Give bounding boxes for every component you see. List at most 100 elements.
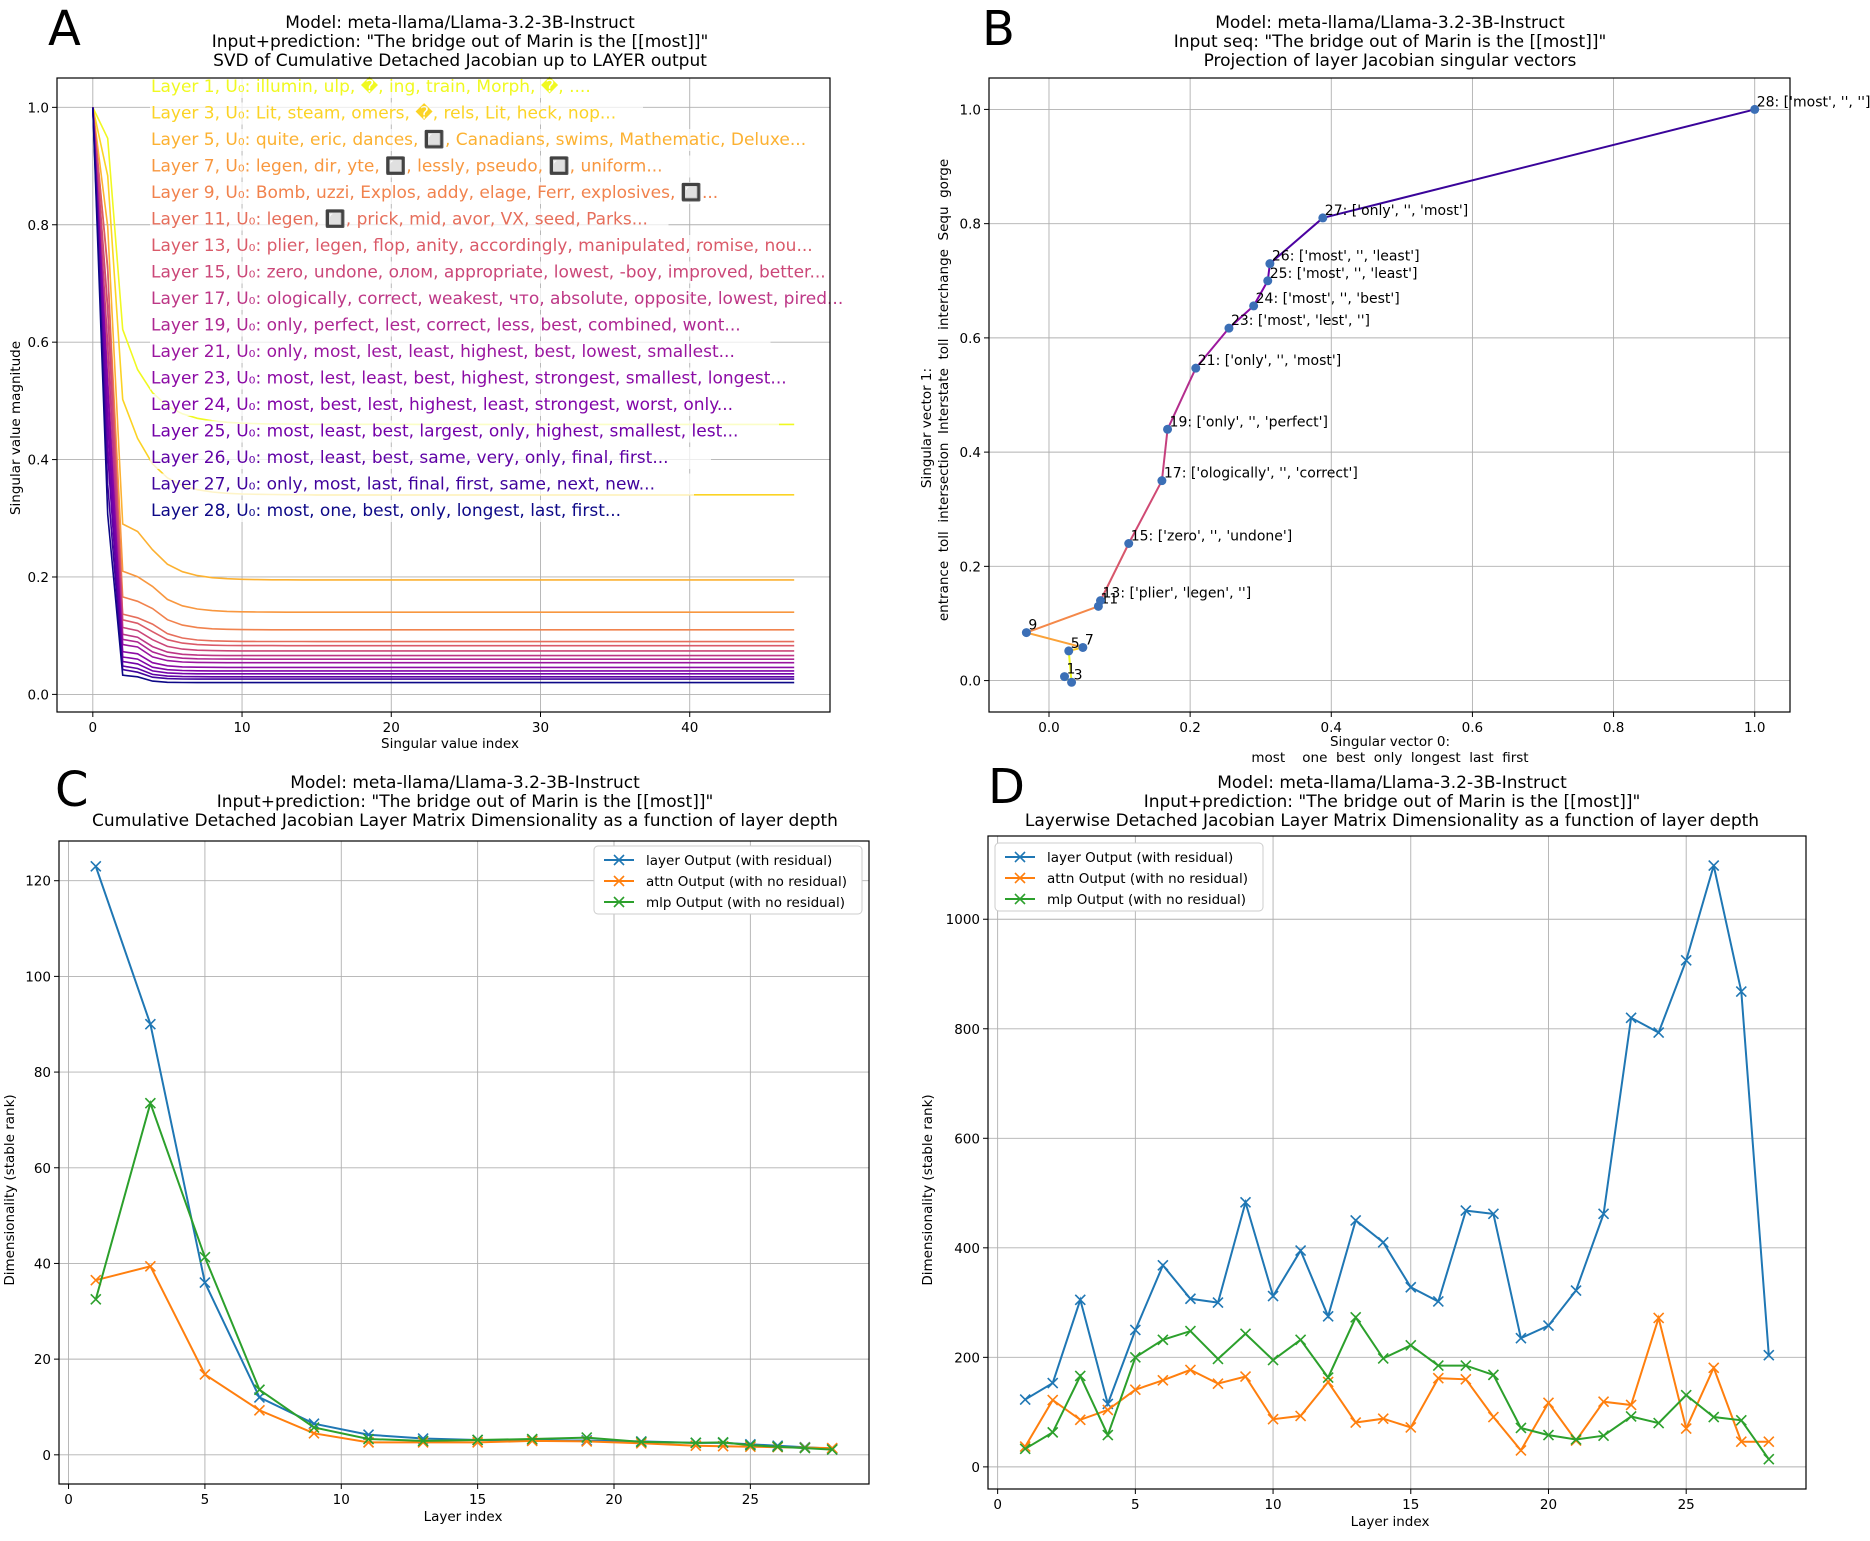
panel-d-marker-stroke [1212, 1378, 1224, 1390]
panel-d-marker-stroke [1212, 1297, 1224, 1309]
panel-d-marker-stroke [1322, 1310, 1334, 1322]
panel-c-marker-stroke [526, 1433, 538, 1445]
panel-c-marker-stroke [526, 1435, 538, 1447]
panel-c-marker [690, 1437, 702, 1449]
panel-d-marker [1542, 1397, 1555, 1409]
panel-d-marker-stroke [1157, 1259, 1169, 1271]
panel-a-legend-label: Layer 28, U₀: most, one, best, only, lon… [151, 501, 621, 521]
panel-a-legend-label: Layer 24, U₀: most, best, lest, highest,… [151, 395, 733, 415]
panel-d-marker-stroke [1625, 1012, 1637, 1024]
panel-d-marker [1735, 1436, 1747, 1448]
panel-d-marker [1597, 1396, 1610, 1408]
panel-c-subtitle: Input+prediction: "The bridge out of Mar… [217, 792, 714, 812]
panel-d-marker [1708, 1362, 1720, 1374]
panel-a-ytick-label: 0.8 [28, 218, 49, 234]
panel-b-point-21 [1191, 363, 1201, 373]
panel-c-marker-stroke [144, 1097, 156, 1109]
panel-a-ytick-label: 0.4 [28, 453, 49, 469]
panel-c-legend-marker [613, 875, 625, 887]
panel-d-marker [1212, 1297, 1224, 1309]
panel-b: B Model: meta-llama/Llama-3.2-3B-Instruc… [919, 1, 1870, 766]
panel-d-marker-stroke [1102, 1404, 1114, 1416]
panel-d-marker [1432, 1295, 1444, 1308]
panel-b-point-label: 27: ['only', '', 'most'] [1325, 203, 1468, 219]
panel-b-ytick-label: 0.0 [960, 674, 981, 690]
panel-a-curve-layer-12 [92, 107, 795, 672]
panel-c-marker [417, 1435, 429, 1447]
panel-c-marker [90, 1274, 102, 1286]
panel-b-ytick-label: 1.0 [960, 102, 981, 118]
panel-c-marker [308, 1418, 320, 1430]
panel-c-marker [253, 1384, 266, 1396]
panel-d-marker-stroke [1350, 1311, 1362, 1323]
panel-a-legend-label: Layer 21, U₀: only, most, lest, least, h… [151, 342, 735, 362]
panel-d-xtick-label: 25 [1678, 1497, 1695, 1513]
panel-d-marker-stroke [1763, 1453, 1775, 1465]
panel-d-ylabel: Dimensionality (stable rank) [920, 1094, 936, 1285]
panel-d-marker-stroke [1680, 1422, 1692, 1435]
panel-a-legend-label: Layer 3, U₀: Lit, steam, omers, �, rels,… [151, 103, 616, 124]
panel-c-marker [635, 1437, 647, 1449]
panel-d-marker-stroke [1432, 1372, 1444, 1384]
panel-d-marker-stroke [1267, 1290, 1279, 1302]
panel-a-xtick-label: 40 [681, 720, 698, 736]
panel-a-ytick-label: 0.2 [28, 570, 49, 586]
panel-b-ytick-label: 0.4 [960, 445, 981, 461]
panel-d-marker [1047, 1377, 1059, 1389]
panel-c-marker [772, 1441, 784, 1453]
panel-b-ticks: 0.0 0.2 0.4 0.6 0.8 1.0 0.0 0.2 0.4 0.6 0.8 1.0 [960, 102, 1766, 736]
panel-d-marker [1377, 1236, 1389, 1248]
panel-d-marker [1542, 1429, 1555, 1441]
panel-d-marker-stroke [1405, 1339, 1417, 1351]
panel-c-marker-stroke [744, 1441, 756, 1453]
panel-c-marker-stroke [90, 860, 102, 872]
panel-b-ylabel: Singular vector 1: [919, 368, 935, 488]
panel-b-point-28 [1750, 104, 1760, 114]
panel-d-marker [1019, 1393, 1031, 1406]
panel-a-subtitle2: SVD of Cumulative Detached Jacobian up t… [213, 51, 707, 71]
panel-b-xtick-label: 0.6 [1462, 720, 1483, 736]
panel-c-marker [253, 1404, 266, 1416]
panel-d-marker [1157, 1334, 1169, 1346]
panel-b-point-label: 17: ['ologically', '', 'correct'] [1164, 466, 1358, 482]
panel-d-xlabel: Layer index [1351, 1514, 1430, 1530]
panel-d-marker [1239, 1370, 1252, 1383]
panel-d-ytick-label: 600 [954, 1131, 980, 1147]
panel-a-legend-label: Layer 19, U₀: only, perfect, lest, corre… [151, 316, 741, 336]
panel-d-marker [1239, 1196, 1252, 1208]
panel-d-marker [1515, 1422, 1527, 1434]
panel-c-marker-stroke [308, 1421, 320, 1434]
panel-d-marker-stroke [1708, 1411, 1720, 1423]
panel-c-marker [362, 1433, 375, 1445]
panel-c-marker-stroke [635, 1436, 647, 1448]
panel-d-marker [1570, 1433, 1582, 1446]
panel-d-marker-stroke [1405, 1421, 1417, 1434]
panel-d-marker [1625, 1399, 1637, 1411]
panel-c-marker [635, 1436, 647, 1448]
panel-c-marker [308, 1421, 320, 1434]
panel-c-marker-stroke [744, 1439, 756, 1451]
panel-d-marker [1680, 954, 1692, 966]
panel-c-ylabel: Dimensionality (stable rank) [2, 1094, 18, 1285]
panel-a-label-bg [150, 314, 771, 337]
panel-c-xtick-label: 15 [469, 1492, 486, 1508]
panel-d-marker-stroke [1542, 1320, 1555, 1332]
panel-a: A Model: meta-llama/Llama-3.2-3B-Instruc… [8, 1, 873, 752]
panel-d-ytick-label: 1000 [946, 912, 980, 928]
panel-d-marker-stroke [1460, 1373, 1472, 1385]
panel-d-legend-marker [1014, 893, 1026, 905]
panel-c-legend: layer Output (with residual) attn Output … [593, 845, 863, 915]
panel-d-legend-label: mlp Output (with no residual) [1047, 892, 1246, 908]
panel-c-marker-stroke [362, 1433, 375, 1445]
panel-letter-c: C [55, 762, 89, 818]
panel-a-legend-label: Layer 5, U₀: quite, eric, dances, 🔲, Can… [151, 129, 806, 150]
panel-d-marker-stroke [1019, 1443, 1031, 1455]
panel-d-marker-stroke [1239, 1370, 1252, 1383]
panel-d-xtick-label: 15 [1402, 1497, 1419, 1513]
panel-b-point-label: 7 [1085, 632, 1094, 648]
panel-d-marker-stroke [1295, 1334, 1307, 1346]
panel-a-curve-layer-7 [92, 107, 795, 652]
panel-d-marker-stroke [1047, 1377, 1059, 1389]
panel-d-marker-stroke [1129, 1351, 1141, 1363]
